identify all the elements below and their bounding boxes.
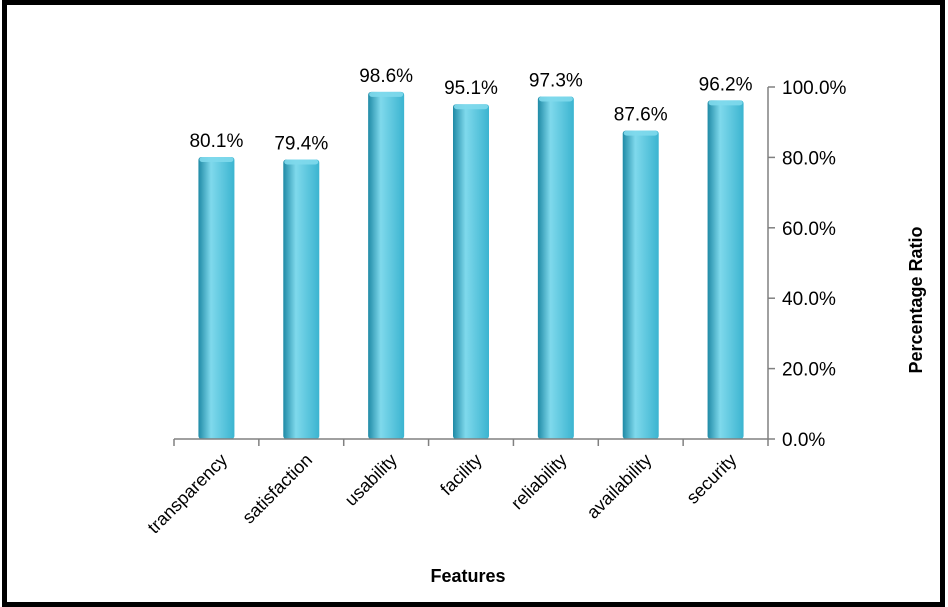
bar-cap-reliability [539,97,573,102]
data-label-usability: 98.6% [359,66,413,87]
bar-usability [368,92,404,439]
y-tick-label: 40.0% [782,289,836,310]
y-tick-label: 100.0% [782,78,847,99]
x-tick-label-reliability: reliability [507,450,571,514]
bar-security [708,100,744,439]
y-axis-title: Percentage Ratio [906,226,926,373]
y-tick-label: 60.0% [782,219,836,240]
y-tick-label: 0.0% [782,430,825,451]
bar-transparency [198,157,234,439]
x-tick-label-transparency: transparency [144,450,232,538]
data-label-reliability: 97.3% [529,71,583,92]
y-tick-label: 20.0% [782,360,836,381]
bar-satisfaction [283,160,319,439]
bar-availability [623,131,659,439]
bar-cap-transparency [199,157,233,162]
bar-facility [453,104,489,439]
bar-cap-facility [454,104,488,109]
y-tick-label: 80.0% [782,148,836,169]
data-label-facility: 95.1% [444,78,498,99]
x-tick-label-facility: facility [436,450,486,500]
x-tick-label-usability: usability [341,450,401,510]
x-tick-label-security: security [682,450,740,508]
data-label-security: 96.2% [699,74,753,95]
bar-reliability [538,97,574,439]
x-tick-labels-group: transparency satisfaction usability facilit… [144,450,741,538]
data-label-satisfaction: 79.4% [274,134,328,155]
x-tick-label-availability: availability [583,450,656,523]
data-label-transparency: 80.1% [189,131,243,152]
x-axis-title: Features [430,566,505,586]
bar-cap-availability [624,131,658,136]
data-label-availability: 87.6% [614,105,668,126]
bar-cap-security [709,100,743,105]
bar-cap-usability [369,92,403,97]
y-tick-labels-group: 0.0% 20.0% 40.0% 60.0% 80.0% 100.0% [782,78,847,451]
bar-cap-satisfaction [284,160,318,165]
x-tick-label-satisfaction: satisfaction [238,450,316,528]
